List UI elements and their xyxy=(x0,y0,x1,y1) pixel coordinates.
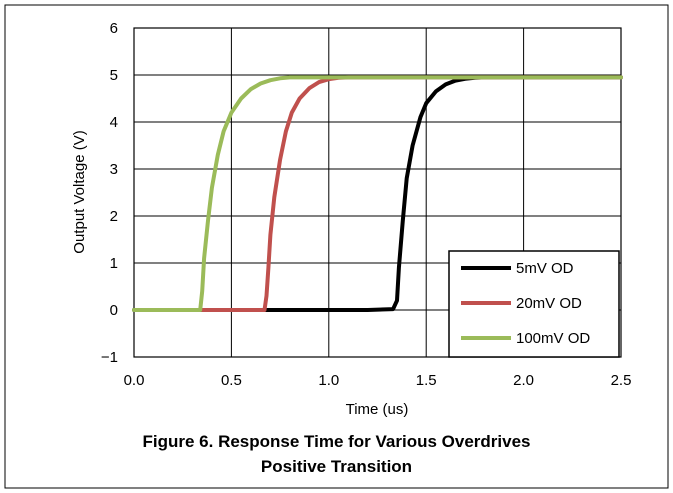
figure-caption-line-2: Positive Transition xyxy=(260,457,413,476)
legend-label-1: 5mV OD xyxy=(516,260,574,277)
y-tick-label: 6 xyxy=(110,20,118,37)
legend-label-3: 100mV OD xyxy=(516,330,590,347)
series-line-3 xyxy=(132,75,623,312)
y-tick-label: 0 xyxy=(110,302,118,319)
series-layer xyxy=(132,75,623,312)
chart-frame xyxy=(4,4,669,489)
x-axis-title: Time (us) xyxy=(346,401,409,418)
legend-label-2: 20mV OD xyxy=(516,295,582,312)
y-tick-label: 2 xyxy=(110,208,118,225)
x-tick-label: 0.5 xyxy=(221,372,242,389)
x-tick-label: 0.0 xyxy=(124,372,145,389)
x-tick-label: 2.5 xyxy=(611,372,632,389)
y-axis-title: Output Voltage (V) xyxy=(71,130,88,253)
y-tick-label: 3 xyxy=(110,161,118,178)
y-tick-label: −1 xyxy=(101,349,118,366)
x-tick-label: 2.0 xyxy=(513,372,534,389)
figure-caption-line-1: Figure 6. Response Time for Various Over… xyxy=(142,432,531,451)
y-tick-label: 1 xyxy=(110,255,118,272)
y-tick-label: 5 xyxy=(110,67,118,84)
tick-labels: 0.0 0.5 1.0 1.5 2.0 2.5 6 5 4 3 2 1 0 −1 xyxy=(101,20,632,389)
x-tick-label: 1.5 xyxy=(416,372,437,389)
x-tick-label: 1.0 xyxy=(318,372,339,389)
y-tick-label: 4 xyxy=(110,114,118,131)
legend: 5mV OD 20mV OD 100mV OD xyxy=(448,250,620,358)
